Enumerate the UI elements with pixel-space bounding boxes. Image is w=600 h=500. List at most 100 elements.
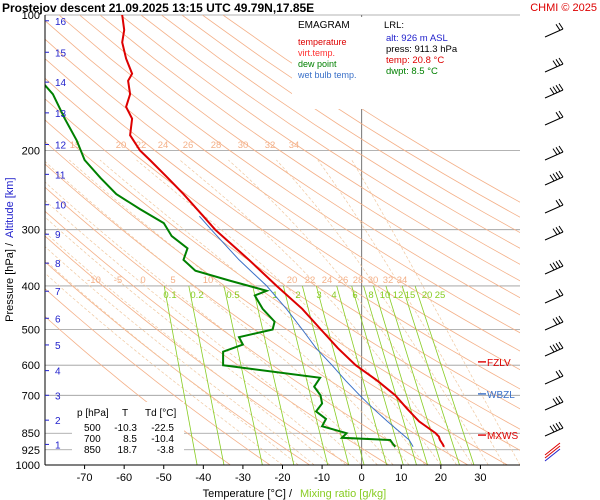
temperature-line	[121, 15, 445, 448]
moist-adiabat	[45, 181, 378, 465]
x-tick-label: -30	[235, 472, 251, 484]
moist-adiabat	[179, 159, 457, 465]
barb-feather	[558, 170, 564, 178]
mixing-ratio-line	[315, 285, 365, 465]
mixing-ratio-label: 10	[380, 290, 391, 301]
mixing-ratio-line	[336, 285, 388, 465]
mixing-ratio-label: 20	[422, 290, 433, 301]
mixing-ratio-line	[351, 285, 404, 465]
dry-adiabat	[45, 119, 520, 451]
legend-title: EMAGRAM	[298, 20, 350, 31]
barb-feather	[552, 228, 558, 235]
moist-adiabat-label: 20	[287, 275, 298, 286]
barb-feather	[558, 395, 564, 403]
wind-barb	[544, 198, 564, 214]
pressure-tick-label: 400	[22, 281, 40, 293]
table-cell: 8.5	[123, 434, 137, 445]
altitude-tick-label: 12	[55, 141, 67, 152]
dry-adiabat-label: 15	[70, 140, 81, 151]
altitude-tick-label: 5	[55, 341, 61, 352]
moist-adiabat-label: -5	[114, 275, 122, 286]
barb-feather	[555, 24, 561, 31]
barb-feather	[555, 290, 561, 297]
barb-shaft	[544, 442, 561, 456]
dry-adiabat-label: 20	[116, 140, 127, 151]
barb-feather	[558, 110, 564, 118]
barb-feather	[558, 198, 564, 206]
legend-temperature: temperature	[298, 37, 347, 47]
barb-shaft	[544, 321, 564, 331]
table-cell: 500	[84, 423, 101, 434]
dry-adiabat-label: 32	[265, 140, 276, 151]
wind-barb-low	[544, 442, 561, 462]
wet-bulb-line	[199, 215, 414, 448]
wind-barb	[544, 225, 564, 241]
wind-barb	[544, 341, 564, 357]
x-tick-label: 20	[435, 472, 447, 484]
legend: EMAGRAM temperature virt.temp. dew point…	[292, 17, 377, 109]
barb-feather	[555, 343, 561, 350]
dry-adiabat	[120, 15, 520, 282]
wind-barb	[544, 170, 564, 186]
x-tick-label: 0	[359, 472, 365, 484]
dry-adiabat	[161, 15, 520, 249]
pressure-tick-label: 925	[22, 445, 40, 457]
altitude-tick-label: 13	[55, 109, 67, 120]
dry-adiabat-label: 28	[211, 140, 222, 151]
barb-shaft	[544, 63, 564, 73]
barb-feather	[549, 174, 555, 182]
altitude-tick-label: 3	[55, 391, 61, 402]
pressure-tick-label: 200	[22, 145, 40, 157]
dry-adiabat	[45, 210, 390, 465]
altitude-tick-label: 14	[55, 78, 67, 89]
wind-barb	[544, 315, 564, 331]
adiabats	[45, 15, 520, 465]
barb-feather	[558, 315, 564, 323]
barb-shaft	[544, 176, 564, 186]
pressure-tick-label: 600	[22, 360, 40, 372]
dry-adiabat-label: 22	[136, 140, 147, 151]
moist-adiabat-label: 32	[383, 275, 394, 286]
altitude-tick-label: 8	[55, 259, 61, 270]
data-table: p [hPa] T Td [°C] 500 -10.3 -22.5 700 8.…	[72, 402, 184, 458]
barb-shaft	[544, 204, 564, 214]
barb-feather	[555, 317, 561, 324]
profiles	[45, 15, 445, 448]
barb-feather	[555, 227, 561, 234]
wind-barb	[544, 369, 564, 385]
barb-feather	[552, 262, 558, 269]
moist-adiabat	[45, 199, 362, 465]
table-header-td: Td [°C]	[145, 408, 176, 419]
barb-feather	[558, 288, 564, 296]
dry-adiabat	[45, 261, 310, 465]
dry-adiabat	[45, 315, 231, 465]
barb-feather	[558, 22, 564, 30]
barb-shaft	[544, 89, 564, 99]
dry-adiabat	[45, 38, 520, 371]
x-tick-label: -50	[156, 472, 172, 484]
lrl-box: LRL: alt: 926 m ASL press: 911.3 hPa tem…	[380, 17, 480, 79]
legend-dew-point: dew point	[298, 59, 337, 69]
mixing-ratio-label: 12	[393, 290, 404, 301]
dry-adiabat	[45, 77, 520, 410]
mixing-ratio-lines	[163, 285, 475, 465]
x-tick-label: -70	[77, 472, 93, 484]
barb-feather	[552, 318, 558, 325]
barb-feather	[552, 86, 558, 93]
dry-adiabat	[99, 15, 520, 299]
barb-feather	[558, 259, 564, 267]
wind-barb	[544, 421, 564, 437]
level-marker-label: FZLV	[487, 358, 511, 369]
table-cell: -10.3	[114, 423, 137, 434]
credit-link[interactable]: CHMI © 2025	[530, 2, 597, 14]
moist-adiabat	[45, 259, 299, 465]
barb-feather	[549, 87, 555, 95]
moist-adiabat	[45, 272, 283, 465]
dry-adiabat	[140, 15, 520, 265]
barb-feather	[555, 85, 561, 92]
moist-adiabat	[99, 159, 426, 465]
x-tick-label: 10	[395, 472, 407, 484]
legend-wet-bulb: wet bulb temp.	[297, 70, 357, 80]
pressure-tick-label: 1000	[16, 460, 40, 472]
